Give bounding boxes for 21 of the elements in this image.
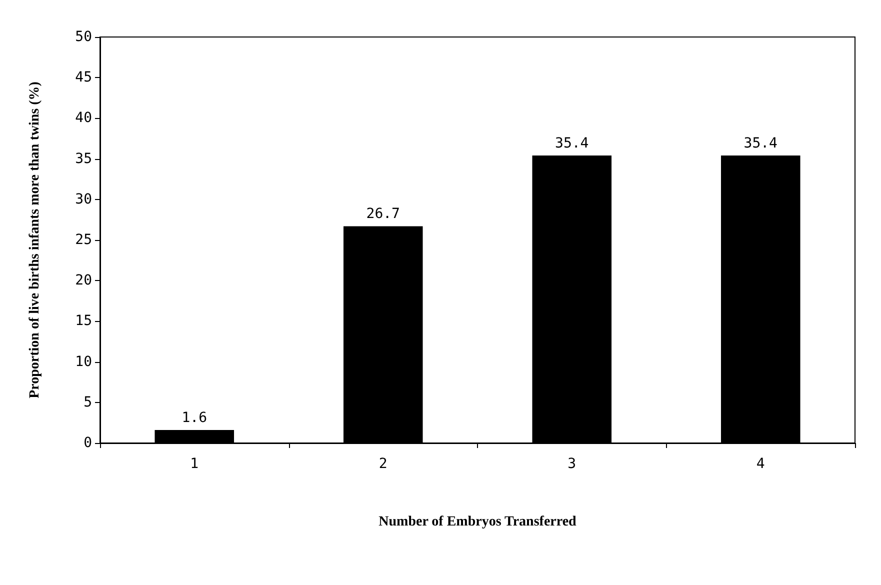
y-tick-label: 40 <box>75 110 92 126</box>
y-tick-label: 25 <box>75 232 92 248</box>
x-tick-label: 1 <box>190 456 199 472</box>
y-tick-label: 35 <box>75 150 92 167</box>
y-tick-label: 30 <box>75 191 92 208</box>
y-tick-label: 0 <box>84 435 92 451</box>
data-label: 26.7 <box>366 206 400 222</box>
y-tick-label: 20 <box>75 272 92 289</box>
y-axis-title: Proportion of live births infants more than twins (%) <box>28 81 42 398</box>
x-tick-label: 2 <box>378 456 388 472</box>
x-tick-label: 3 <box>568 456 576 472</box>
y-tick-label: 45 <box>75 70 92 86</box>
y-tick-label: 15 <box>75 313 92 330</box>
data-label: 35.4 <box>555 136 589 152</box>
y-tick-label: 10 <box>75 354 92 370</box>
y-tick-label: 5 <box>84 394 92 410</box>
data-label: 1.6 <box>182 410 208 426</box>
x-tick-label: 4 <box>756 456 765 472</box>
y-tick-label: 50 <box>75 29 92 45</box>
x-axis-title: Number of Embryos Transferred <box>378 514 577 530</box>
data-label: 35.4 <box>744 136 778 152</box>
